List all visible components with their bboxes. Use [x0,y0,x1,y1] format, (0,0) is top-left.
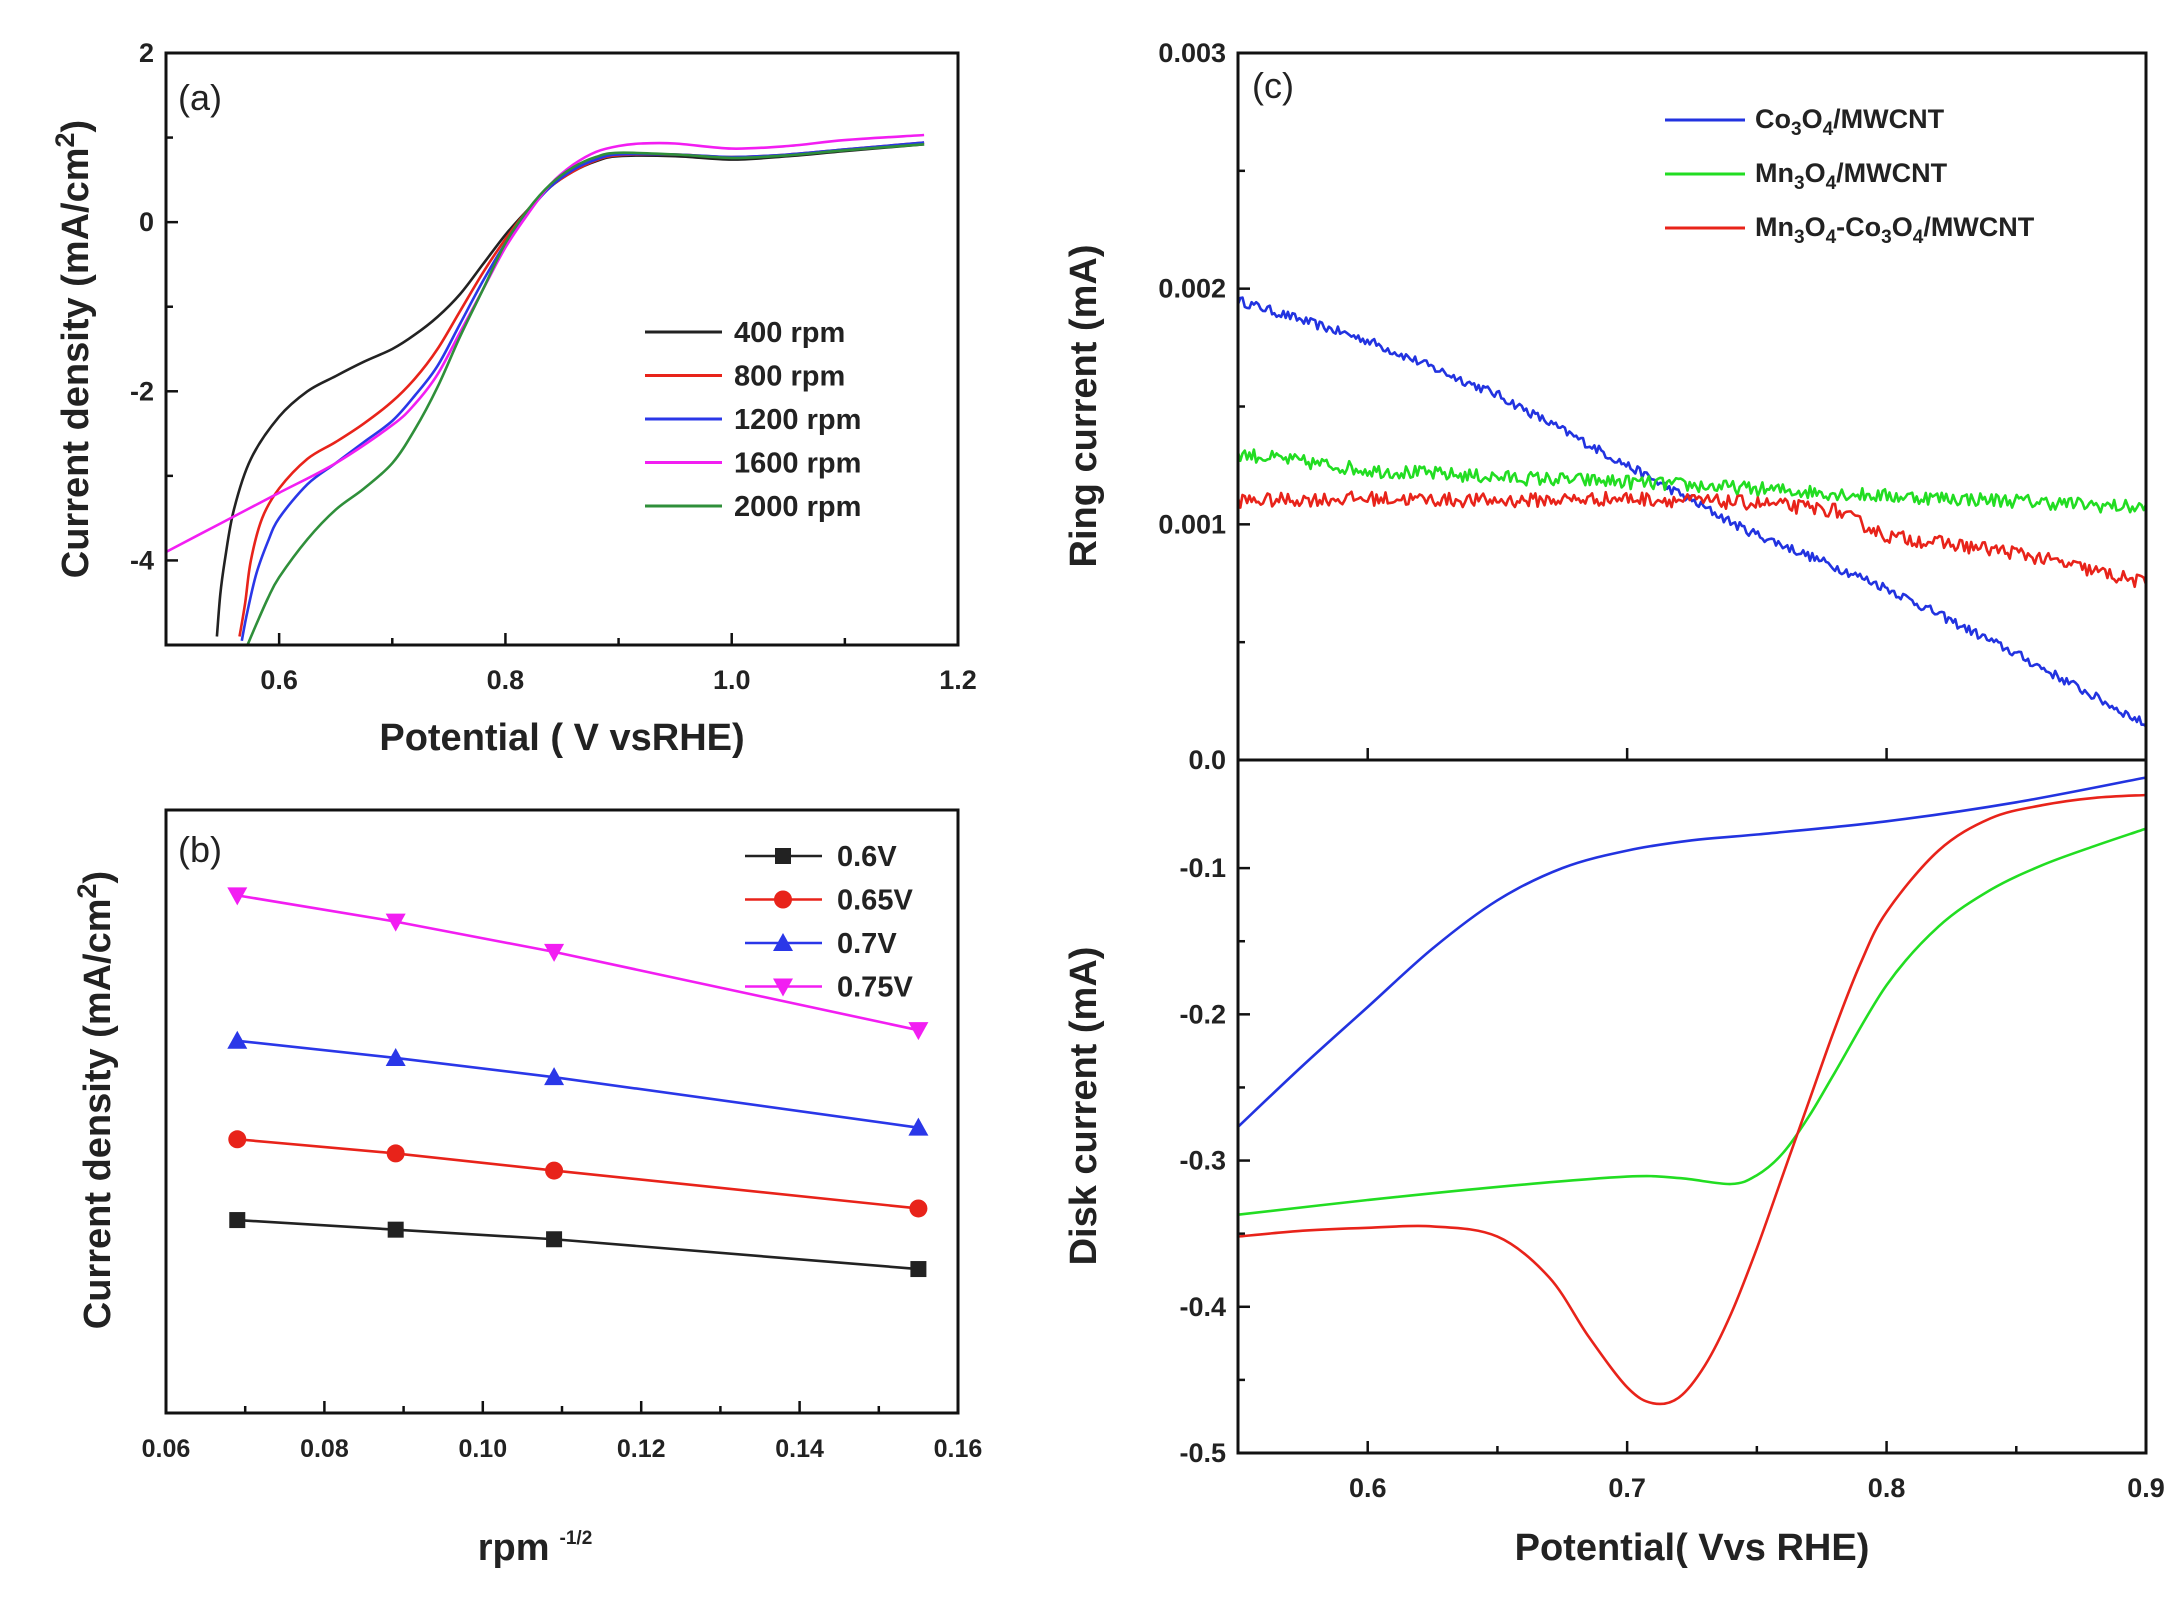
panel-c-x-tick-label-3: 0.9 [2127,1473,2165,1503]
panel-b-x-tick-label-1: 0.08 [300,1435,349,1463]
panel-c-legend-label-mn3o4-co3o4-mwcnt: Mn3O4-Co3O4/MWCNT [1755,212,2035,248]
panel-c-legend-label-co3o4-mwcnt: Co3O4/MWCNT [1755,104,1945,140]
panel-b-series-0-75v-point-3 [908,1022,929,1041]
panel-b-series-0-65v-point-1 [386,1144,405,1163]
panel-c-top-y-tick-label-0: 0.003 [1158,38,1226,68]
panel-c-x-axis-label: Potential( Vvs RHE) [1515,1527,1870,1569]
panel-c-top-series-co3o4-mwcnt [1236,296,2147,728]
panel-b-legend-label-0-6v: 0.6V [837,841,897,873]
panel-b-chart: 0.06 0.08 0.10 0.12 0.14 0.16 0.6V 0.65V 0.7V 0.… [72,808,983,1569]
panel-b-series-0-7v-point-0 [227,1030,248,1049]
panel-c-bottom-series-mn3o4-co3o4-mwcnt [1237,793,2147,1406]
panel-b-y-axis-label: Current density (mA/cm2) [72,871,119,1329]
panel-c-bottom-frame [1236,758,2148,1455]
panel-b-series-0-6v-point-2 [546,1231,563,1248]
panel-c-bottom-y-tick-label-4: -0.5 [1179,1438,1226,1468]
panel-a-series-400-rpm [215,143,925,637]
panel-a-series-2000-rpm [246,143,925,646]
panel-c-top-y-axis-label: Ring current (mA) [1063,245,1105,568]
panel-c-legend-label-mn3o4-mwcnt: Mn3O4/MWCNT [1755,158,1948,194]
panel-b-series-0-7v-point-1 [385,1047,406,1066]
panel-c-bottom-series-co3o4-mwcnt [1237,776,2147,1128]
panel-b-series-0-75v-point-1 [385,913,406,932]
panel-b-label: (b) [178,829,222,870]
panel-a-series-1600-rpm [165,133,925,554]
panel-b-legend-label-0-7v: 0.7V [837,928,897,960]
panel-b-series-0-7v-point-3 [908,1117,929,1136]
panel-a-y-tick-label-0: 2 [139,38,154,68]
panel-c-bottom-y-tick-label-1: -0.2 [1179,999,1226,1029]
panel-b-series-0-75v-line [237,894,919,1032]
panel-a-y-tick-label-2: -2 [130,376,154,406]
panel-b-legend-label-0-75v: 0.75V [837,972,913,1004]
panel-a-y-axis-label: Current density (mA/cm2) [50,120,97,578]
panel-a-x-tick-label-3: 1.2 [939,665,977,695]
panel-c-x-tick-label-2: 0.8 [1868,1473,1906,1503]
panel-c-x-tick-label-1: 0.7 [1608,1473,1646,1503]
panel-b-series-0-65v-line [237,1137,919,1210]
panel-a-y-tick-label-1: 0 [139,207,154,237]
panel-a-chart: 0.6 0.8 1.0 1.2 2 0 -2 -4 400 rpm 800 rpm 1200 rp… [50,38,977,759]
panel-b-series-0-6v-point-3 [910,1261,927,1278]
panel-a-x-tick-label-1: 0.8 [487,665,525,695]
panel-c-top-series-mn3o4-mwcnt [1236,448,2148,514]
panel-c-bottom-y-axis-label: Disk current (mA) [1063,947,1105,1266]
panel-c-x-tick-label-0: 0.6 [1349,1473,1387,1503]
panel-b-series-0-6v-point-0 [229,1212,246,1229]
panel-b-legend-marker-0-65v [774,890,792,909]
panel-b-series-0-6v-point-1 [387,1221,404,1238]
panel-b-series-0-75v-point-0 [227,887,248,906]
panel-a-legend-label-1600-rpm: 1600 rpm [734,448,861,480]
panel-a-legend-label-400-rpm: 400 rpm [734,317,845,349]
panel-c-label: (c) [1252,65,1294,106]
panel-c-top-y-tick-label-1: 0.002 [1158,274,1226,304]
panel-c-top-y-tick-label-2: 0.001 [1158,509,1226,539]
panel-b-x-axis-label: rpm -1/2 [478,1527,593,1569]
panel-c-top-series-mn3o4-co3o4-mwcnt [1236,490,2148,589]
panel-b-series-0-65v-point-3 [909,1199,928,1218]
panel-b-series-0-7v-point-2 [544,1067,565,1086]
panel-c-bottom-series-mn3o4-mwcnt [1237,827,2147,1216]
panel-a-x-axis-label: Potential ( V vsRHE) [379,717,744,759]
panel-b-legend-marker-0-7v [773,933,793,951]
panel-a-frame [164,51,960,647]
panel-b-series-0-75v-point-2 [544,943,565,962]
panel-a-x-tick-label-2: 1.0 [713,665,751,695]
panel-b-frame [164,808,960,1415]
panel-c-top-y-tick-label-3: 0.0 [1188,745,1226,775]
panel-c-bottom-y-tick-label-0: -0.1 [1179,853,1226,883]
panel-b-x-tick-label-5: 0.16 [934,1435,983,1463]
panel-a-label: (a) [178,77,222,118]
panel-b-legend-marker-0-75v [773,978,793,997]
panel-b-x-tick-label-0: 0.06 [142,1435,191,1463]
panel-a-x-tick-label-0: 0.6 [260,665,298,695]
panel-b-x-tick-label-4: 0.14 [775,1435,824,1463]
panel-a-legend-label-1200-rpm: 1200 rpm [734,404,861,436]
panel-b-series-0-7v-line [237,1039,919,1129]
panel-b-series-0-65v-point-0 [228,1130,247,1149]
panel-c-chart: 0.003 0.002 0.001 0.0 -0.1 -0.2 -0.3 -0.4 -0.5 0.… [1063,38,2165,1569]
panel-b-x-tick-label-3: 0.12 [617,1435,666,1463]
panel-a-y-tick-label-3: -4 [130,545,154,575]
panel-b-legend-marker-0-6v [775,848,791,864]
panel-b-series-0-65v-point-2 [545,1161,564,1180]
panel-b-series-0-6v-line [237,1218,919,1271]
panel-b-x-tick-label-2: 0.10 [458,1435,507,1463]
panel-a-legend-label-2000-rpm: 2000 rpm [734,491,861,523]
panel-b-legend-label-0-65v: 0.65V [837,885,913,917]
panel-c-bottom-y-tick-label-2: -0.3 [1179,1146,1226,1176]
panel-c-bottom-y-tick-label-3: -0.4 [1179,1292,1226,1322]
panel-a-legend-label-800-rpm: 800 rpm [734,361,845,393]
